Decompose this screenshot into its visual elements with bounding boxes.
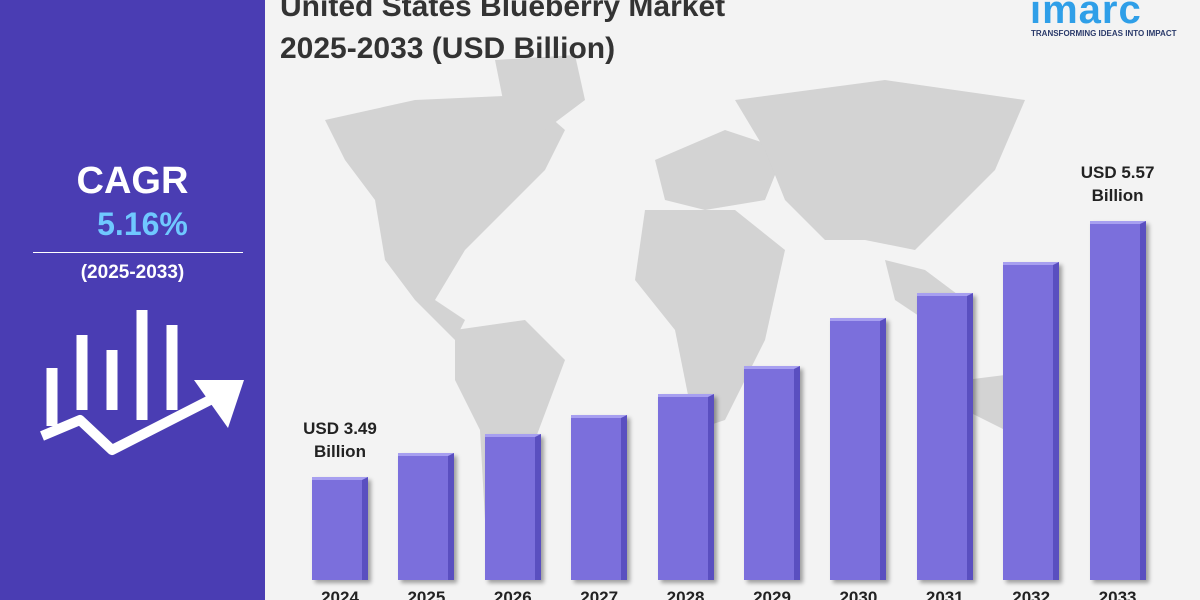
x-tick-label: 2028	[666, 588, 705, 600]
bar	[916, 293, 973, 580]
chart-title: United States Blueberry Market	[280, 0, 726, 23]
bar	[484, 433, 541, 580]
x-tick-label: 2033	[1098, 588, 1137, 600]
bar	[657, 394, 714, 580]
cagr-value: 5.16%	[97, 206, 188, 242]
x-tick-label: 2032	[1012, 588, 1051, 600]
growth-icon	[40, 310, 244, 455]
cagr-panel: CAGR 5.16% (2025-2033)	[0, 0, 265, 600]
bar	[830, 317, 887, 580]
bar	[312, 476, 368, 580]
value-label: USD 5.57 Billion	[1080, 162, 1155, 205]
divider	[33, 252, 243, 253]
cagr-label: CAGR	[76, 160, 189, 202]
value-label: USD 3.49 Billion	[303, 418, 377, 461]
x-tick-label: 2031	[925, 588, 964, 600]
x-tick-label: 2024	[321, 588, 359, 600]
x-tick-label: 2026	[493, 588, 532, 600]
chart-subtitle: 2025-2033 (USD Billion)	[280, 32, 616, 65]
bar	[1003, 262, 1060, 580]
cagr-period: (2025-2033)	[80, 262, 185, 283]
x-tick-label: 2027	[580, 588, 619, 600]
x-tick-label: 2030	[839, 588, 878, 600]
bar	[1089, 220, 1146, 580]
chart: United States Blueberry Market 2025-2033…	[265, 0, 1200, 600]
bar	[744, 365, 800, 580]
x-tick-label: 2025	[407, 588, 446, 600]
brand-tagline: TRANSFORMING IDEAS INTO IMPACT	[1031, 29, 1177, 38]
brand-logo: imarc	[1030, 0, 1142, 32]
x-tick-label: 2029	[753, 588, 791, 600]
bar	[571, 415, 628, 580]
bar	[398, 453, 455, 580]
